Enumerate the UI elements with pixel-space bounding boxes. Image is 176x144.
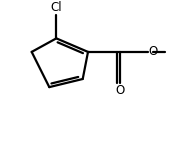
Text: Cl: Cl <box>51 1 62 14</box>
Text: O: O <box>149 45 158 58</box>
Text: O: O <box>115 84 124 97</box>
